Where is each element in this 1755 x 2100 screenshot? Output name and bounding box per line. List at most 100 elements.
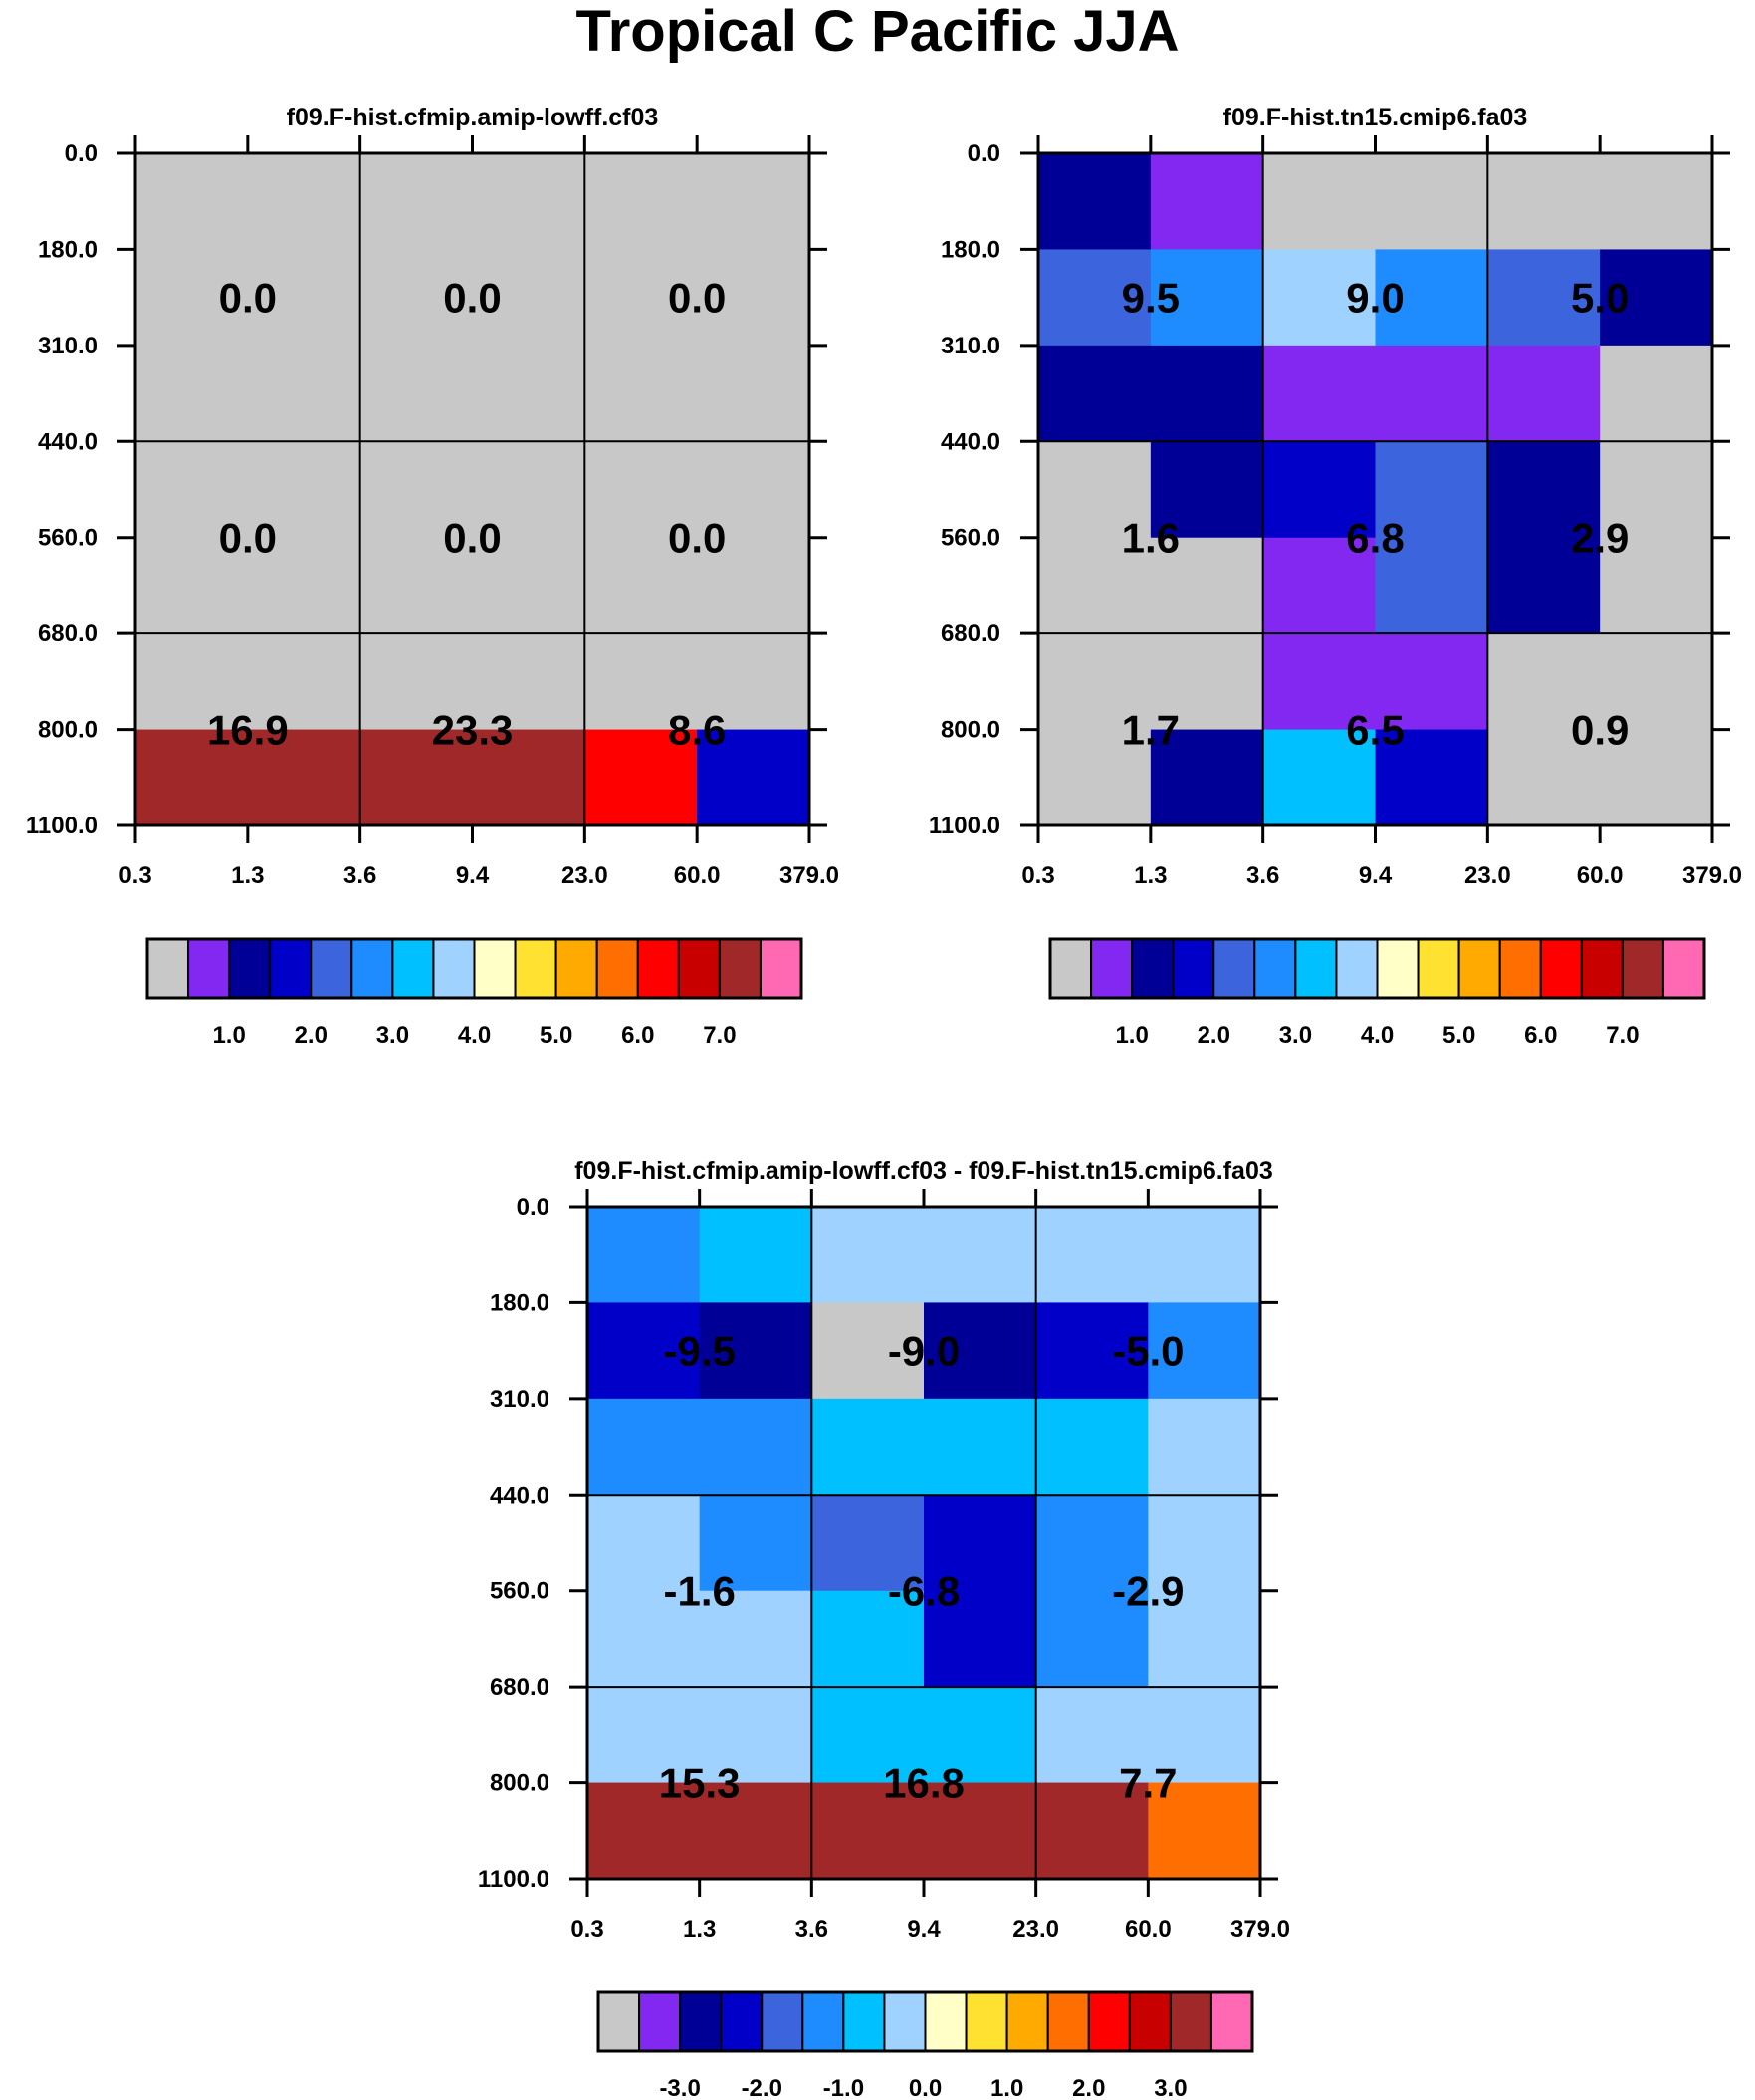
colorbar-box	[310, 938, 353, 999]
heatmap-cell	[1035, 1207, 1149, 1303]
cell-value-label: 0.0	[668, 275, 726, 322]
cell-value-label: 5.0	[1571, 275, 1629, 322]
colorbar-box	[842, 1991, 886, 2052]
heatmap-cell	[1150, 633, 1264, 731]
panel-1: f09.F-hist.cfmip.amip-lowff.cf03 0.0 180.0…	[26, 104, 839, 1049]
heatmap-cell	[247, 441, 361, 539]
colorbar-box	[883, 1991, 927, 2052]
heatmap-cell	[699, 1302, 812, 1400]
cell-value-label: 1.6	[1122, 515, 1180, 562]
heatmap-cell	[699, 1495, 812, 1592]
cell-value-label: 6.5	[1346, 707, 1404, 754]
heatmap-cell	[1375, 537, 1488, 634]
cell-value-label: 1.7	[1122, 707, 1180, 754]
heatmap-cell	[1375, 633, 1488, 731]
cell-value-label: 15.3	[659, 1760, 741, 1807]
x-tick-label: 60.0	[674, 862, 721, 889]
cell-value-label: 23.3	[432, 707, 514, 754]
colorbar-label: 3.0	[376, 1022, 409, 1049]
y-tick-label: 800.0	[941, 717, 1000, 744]
heatmap-cell	[699, 1398, 812, 1496]
heatmap-cell	[135, 729, 249, 826]
colorbar-box	[720, 1991, 764, 2052]
colorbar-box	[759, 938, 802, 999]
heatmap-cell	[472, 729, 585, 826]
heatmap-cell	[1038, 153, 1152, 250]
heatmap-cell	[1038, 633, 1152, 731]
heatmap-cell	[1600, 537, 1713, 634]
heatmap-cell	[1035, 1302, 1149, 1400]
y-tick-label: 0.0	[517, 1194, 549, 1221]
colorbar-box	[1661, 938, 1705, 999]
heatmap-cell	[811, 1495, 925, 1592]
colorbar-box	[1212, 938, 1256, 999]
heatmap-cell	[1600, 729, 1713, 826]
heatmap-cell	[135, 633, 249, 731]
colorbar-label: -2.0	[742, 2075, 782, 2100]
colorbar-label: 1.0	[1115, 1022, 1148, 1049]
cell-value-label: 9.5	[1122, 275, 1180, 322]
heatmap-cell	[1262, 249, 1376, 347]
heatmap-cell	[1600, 345, 1713, 442]
y-tick-label: 440.0	[941, 428, 1000, 455]
colorbar-label: 6.0	[1524, 1022, 1557, 1049]
colorbar-label: 2.0	[1198, 1022, 1230, 1049]
heatmap-cell	[587, 1590, 701, 1688]
heatmap-cell	[1038, 345, 1152, 442]
colorbar-box	[1131, 938, 1175, 999]
colorbar-box	[514, 938, 557, 999]
x-tick-label: 1.3	[231, 862, 264, 889]
heatmap-cell	[697, 729, 810, 826]
heatmap-cell	[699, 1207, 812, 1303]
colorbar-label: 4.0	[458, 1022, 491, 1049]
colorbar-box	[677, 938, 721, 999]
heatmap-cell	[1148, 1398, 1261, 1496]
panel-title: f09.F-hist.tn15.cmip6.fa03	[1223, 104, 1528, 131]
colorbar-box	[595, 938, 639, 999]
colorbar-frame	[1048, 937, 1706, 1000]
heatmap-cell	[1035, 1687, 1149, 1784]
colorbar-box	[1253, 938, 1297, 999]
heatmap-cell	[247, 729, 361, 826]
heatmap-cell	[924, 1687, 1037, 1784]
heatmap-cell	[584, 441, 698, 539]
x-tick-label: 9.4	[907, 1916, 941, 1943]
heatmap-cell	[1150, 345, 1264, 442]
heatmap-cell	[1150, 441, 1264, 539]
cell-value-label: 0.0	[443, 515, 501, 562]
y-tick-label: 180.0	[38, 236, 98, 263]
heatmap-cell	[1035, 1590, 1149, 1688]
heatmap-cell	[1262, 441, 1376, 539]
panel-title: f09.F-hist.cfmip.amip-lowff.cf03 - f09.F…	[574, 1157, 1273, 1185]
heatmap-cell	[1375, 153, 1488, 250]
y-tick-label: 440.0	[490, 1482, 549, 1509]
heatmap-cell	[587, 1782, 701, 1880]
heatmap-cell	[1148, 1687, 1261, 1784]
heatmap-cell	[1487, 249, 1601, 347]
colorbar-label: -1.0	[823, 2075, 864, 2100]
heatmap-cell	[924, 1398, 1037, 1496]
colorbar-box	[1209, 1991, 1253, 2052]
heatmap-cell	[247, 345, 361, 442]
heatmap-cell	[359, 345, 473, 442]
colorbar-box	[924, 1991, 968, 2052]
x-tick-label: 60.0	[1577, 862, 1624, 889]
y-tick-label: 180.0	[490, 1289, 549, 1316]
cell-value-label: 0.0	[443, 275, 501, 322]
heatmap-cell	[359, 729, 473, 826]
colorbar-box	[1417, 938, 1460, 999]
heatmap-cell	[1035, 1398, 1149, 1496]
heatmap-cell	[472, 441, 585, 539]
colorbar-label: 6.0	[621, 1022, 654, 1049]
heatmap-cell	[587, 1302, 701, 1400]
colorbar-box	[473, 938, 517, 999]
cell-value-label: -5.0	[1112, 1328, 1184, 1375]
cell-value-label: -9.0	[888, 1328, 960, 1375]
cell-value-label: 16.9	[207, 707, 289, 754]
colorbar-box	[1046, 1991, 1090, 2052]
y-tick-label: 560.0	[490, 1578, 549, 1605]
colorbar-box	[1172, 938, 1215, 999]
heatmap-cell	[587, 1495, 701, 1592]
heatmap-cell	[811, 1302, 925, 1400]
heatmap-cell	[135, 345, 249, 442]
